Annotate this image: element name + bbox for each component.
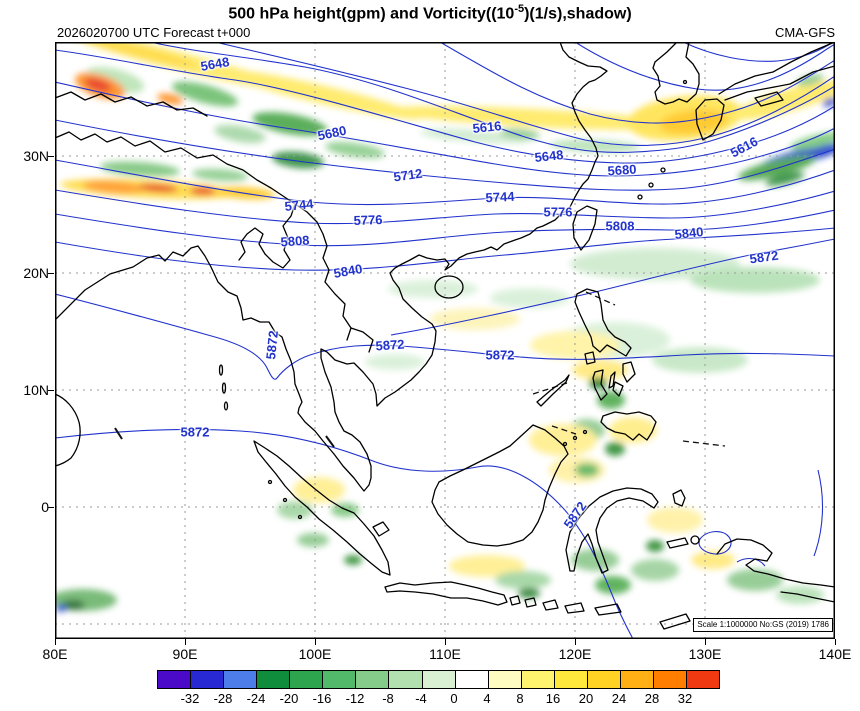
colorbar-segment [653,671,687,688]
colorbar-segment [488,671,522,688]
y-tick-label: 10N [23,382,49,398]
x-tick-label: 80E [42,646,68,662]
y-tick-mark [48,506,54,508]
x-tick-mark [704,639,706,645]
y-tick-label: 30N [23,148,49,164]
colorbar-tick-label: 24 [611,691,627,706]
colorbar-tick-label: 4 [483,691,491,706]
colorbar-segment [687,671,720,688]
colorbar-tick-label: 20 [578,691,594,706]
colorbar-segment [455,671,489,688]
chart-title-exponent: -5 [514,3,525,15]
colorbar-segment [356,671,390,688]
colorbar-segment [323,671,357,688]
y-tick-label: 0 [41,499,49,515]
model-label: CMA-GFS [775,25,835,40]
colorbar-segment [224,671,258,688]
height-contours [55,42,835,639]
x-tick-label: 140E [818,646,852,662]
scale-note: Scale 1:1000000 No:GS (2019) 1786 [693,618,833,632]
map-canvas [55,42,835,639]
colorbar-segment [521,671,555,688]
y-tick-label: 20N [23,265,49,281]
colorbar-tick-label: 28 [644,691,660,706]
colorbar-tick-label: 8 [516,691,524,706]
x-tick-mark [574,639,576,645]
x-tick-mark [834,639,836,645]
x-tick-mark [54,639,56,645]
contour-hatch-ticks [114,427,335,448]
colorbar-segment [158,671,192,688]
chart-title-suffix: )(1/s),shadow) [524,5,632,23]
map-frame [55,42,835,639]
latlon-grid [55,42,835,639]
y-tick-mark [48,155,54,157]
colorbar-tick-label: -12 [345,691,365,706]
colorbar-segment [257,671,291,688]
colorbar-tick-label: -24 [246,691,266,706]
colorbar-segment [620,671,654,688]
colorbar [157,670,720,689]
x-tick-label: 90E [172,646,198,662]
colorbar-tick-label: 16 [545,691,561,706]
colorbar-tick-label: -8 [382,691,394,706]
colorbar-segment [191,671,225,688]
colorbar-segment [554,671,588,688]
x-tick-label: 110E [429,646,461,662]
coastlines [55,42,835,630]
chart-title: 500 hPa height(gpm) and Vorticity((10-5)… [0,3,860,23]
y-tick-mark [48,389,54,391]
chart-title-text: 500 hPa height(gpm) and Vorticity((10 [228,5,515,23]
map-plot: 5648 5680 5616 5648 5680 5616 5712 5744 5744 5776… [55,42,835,639]
colorbar-tick-label: -16 [312,691,332,706]
x-tick-label: 120E [558,646,592,662]
x-tick-mark [184,639,186,645]
colorbar-segment [389,671,423,688]
run-label: 2026020700 UTC Forecast t+000 [57,25,251,40]
colorbar-tick-label: -20 [279,691,299,706]
colorbar-tick-label: 0 [450,691,458,706]
colorbar-segment [422,671,456,688]
colorbar-segment [587,671,621,688]
trough-lines [532,291,726,447]
colorbar-tick-label: -4 [415,691,427,706]
colorbar-segment [290,671,324,688]
x-tick-mark [444,639,446,645]
y-tick-mark [48,272,54,274]
x-tick-mark [314,639,316,645]
colorbar-tick-label: -32 [180,691,200,706]
colorbar-tick-label: -28 [213,691,233,706]
colorbar-tick-label: 32 [677,691,693,706]
x-tick-label: 100E [298,646,332,662]
x-tick-label: 130E [688,646,722,662]
